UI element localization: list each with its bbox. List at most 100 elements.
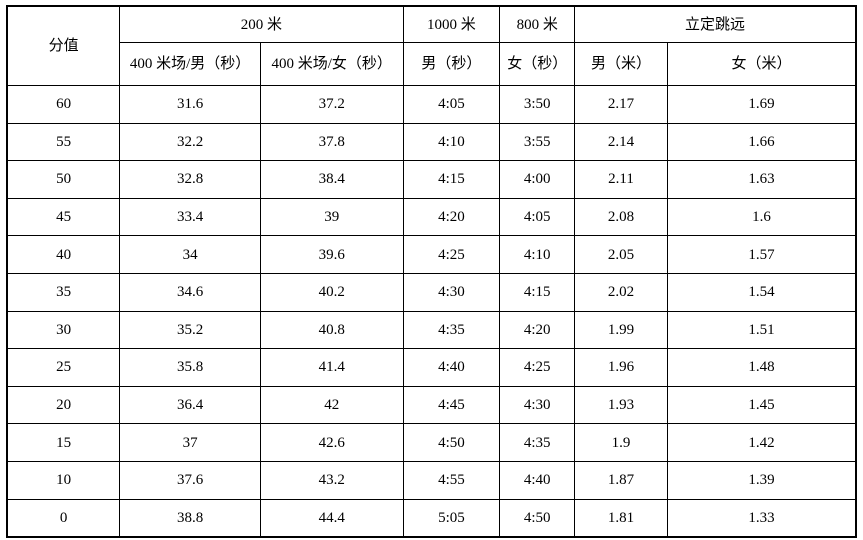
table-cell: 1.87 — [574, 460, 668, 500]
header-group-200m: 200 米 — [119, 5, 404, 43]
table-cell: 39 — [259, 197, 404, 237]
table-cell: 4:30 — [499, 385, 576, 425]
table-cell: 32.2 — [119, 122, 261, 162]
table-row: 40 34 39.6 4:25 4:10 2.05 1.57 — [6, 235, 857, 274]
table-cell: 34 — [119, 235, 261, 274]
table-cell: 31.6 — [119, 85, 261, 124]
table-cell: 40.8 — [259, 310, 404, 350]
table-cell: 1.81 — [574, 498, 668, 538]
table-row: 35 34.6 40.2 4:30 4:15 2.02 1.54 — [6, 272, 857, 312]
table-row: 25 35.8 41.4 4:40 4:25 1.96 1.48 — [6, 348, 857, 387]
table-cell: 43.2 — [259, 460, 404, 500]
table-cell: 4:15 — [402, 160, 501, 199]
table-row: 60 31.6 37.2 4:05 3:50 2.17 1.69 — [6, 85, 857, 124]
header-group-1000m: 1000 米 — [402, 5, 501, 43]
table-row: 30 35.2 40.8 4:35 4:20 1.99 1.51 — [6, 310, 857, 350]
header-group-800m: 800 米 — [499, 5, 576, 43]
table-cell: 4:00 — [499, 160, 576, 199]
header-row-subcolumns: 400 米场/男（秒） 400 米场/女（秒） 男（秒） 女（秒） 男（米） 女… — [7, 42, 857, 86]
table-cell: 60 — [6, 85, 121, 124]
table-cell: 10 — [6, 460, 121, 500]
table-cell: 4:10 — [499, 235, 576, 274]
table-cell: 55 — [6, 122, 121, 162]
table-cell: 34.6 — [119, 272, 261, 312]
table-cell: 40.2 — [259, 272, 404, 312]
table-cell: 1.33 — [666, 498, 857, 538]
table-cell: 1.48 — [666, 348, 857, 387]
table-cell: 4:25 — [402, 235, 501, 274]
table-cell: 4:50 — [402, 423, 501, 462]
table-cell: 4:25 — [499, 348, 576, 387]
table-cell: 4:35 — [402, 310, 501, 350]
table-cell: 1.57 — [666, 235, 857, 274]
table-cell: 1.54 — [666, 272, 857, 312]
table-cell: 33.4 — [119, 197, 261, 237]
table-cell: 4:20 — [499, 310, 576, 350]
table-cell: 44.4 — [259, 498, 404, 538]
table-cell: 1.99 — [574, 310, 668, 350]
table-cell: 42 — [259, 385, 404, 425]
table-row: 45 33.4 39 4:20 4:05 2.08 1.6 — [6, 197, 857, 237]
table-cell: 36.4 — [119, 385, 261, 425]
table-cell: 4:55 — [402, 460, 501, 500]
table-row: 10 37.6 43.2 4:55 4:40 1.87 1.39 — [6, 460, 857, 500]
table-cell: 42.6 — [259, 423, 404, 462]
header-400m-male: 400 米场/男（秒） — [119, 42, 261, 86]
table-cell: 1.66 — [666, 122, 857, 162]
table-cell: 1.42 — [666, 423, 857, 462]
table-cell: 41.4 — [259, 348, 404, 387]
table-cell: 45 — [6, 197, 121, 237]
table-cell: 4:40 — [499, 460, 576, 500]
table-cell: 1.51 — [666, 310, 857, 350]
table-cell: 35.8 — [119, 348, 261, 387]
table-cell: 3:50 — [499, 85, 576, 124]
table-cell: 25 — [6, 348, 121, 387]
table-cell: 38.4 — [259, 160, 404, 199]
table-row: 55 32.2 37.8 4:10 3:55 2.14 1.66 — [6, 122, 857, 162]
table-cell: 37 — [119, 423, 261, 462]
table-cell: 1.45 — [666, 385, 857, 425]
table-cell: 2.08 — [574, 197, 668, 237]
table-cell: 1.39 — [666, 460, 857, 500]
table-cell: 1.6 — [666, 197, 857, 237]
table-cell: 2.14 — [574, 122, 668, 162]
table-cell: 2.02 — [574, 272, 668, 312]
table-cell: 4:15 — [499, 272, 576, 312]
header-group-standing-jump: 立定跳远 — [574, 5, 857, 43]
table-row: 0 38.8 44.4 5:05 4:50 1.81 1.33 — [6, 498, 857, 538]
table-cell: 35 — [6, 272, 121, 312]
table-cell: 39.6 — [259, 235, 404, 274]
table-row: 15 37 42.6 4:50 4:35 1.9 1.42 — [6, 423, 857, 462]
table-cell: 1.96 — [574, 348, 668, 387]
table-cell: 4:05 — [402, 85, 501, 124]
table-cell: 4:40 — [402, 348, 501, 387]
header-400m-female: 400 米场/女（秒） — [259, 42, 404, 86]
table-cell: 1.9 — [574, 423, 668, 462]
table-cell: 4:10 — [402, 122, 501, 162]
header-row-groups: 分值 200 米 1000 米 800 米 立定跳远 — [6, 5, 857, 86]
table-cell: 1.69 — [666, 85, 857, 124]
table-cell: 15 — [6, 423, 121, 462]
header-1000m-male: 男（秒） — [402, 42, 501, 86]
table-cell: 38.8 — [119, 498, 261, 538]
table-cell: 4:35 — [499, 423, 576, 462]
table-cell: 4:05 — [499, 197, 576, 237]
table-cell: 37.8 — [259, 122, 404, 162]
table-cell: 40 — [6, 235, 121, 274]
table-cell: 1.63 — [666, 160, 857, 199]
table-cell: 4:45 — [402, 385, 501, 425]
header-score: 分值 — [6, 5, 121, 86]
table-cell: 5:05 — [402, 498, 501, 538]
table-cell: 4:30 — [402, 272, 501, 312]
table-cell: 4:20 — [402, 197, 501, 237]
table-cell: 3:55 — [499, 122, 576, 162]
table-cell: 35.2 — [119, 310, 261, 350]
table-row: 20 36.4 42 4:45 4:30 1.93 1.45 — [6, 385, 857, 425]
header-jump-female: 女（米） — [666, 42, 857, 86]
table-cell: 4:50 — [499, 498, 576, 538]
table-cell: 20 — [6, 385, 121, 425]
table-cell: 2.17 — [574, 85, 668, 124]
score-table-body: 60 31.6 37.2 4:05 3:50 2.17 1.69 55 32.2 37.8 4:10… — [6, 85, 857, 538]
table-cell: 1.93 — [574, 385, 668, 425]
table-cell: 0 — [6, 498, 121, 538]
